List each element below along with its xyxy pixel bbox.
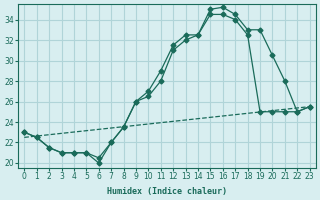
X-axis label: Humidex (Indice chaleur): Humidex (Indice chaleur) — [107, 187, 227, 196]
